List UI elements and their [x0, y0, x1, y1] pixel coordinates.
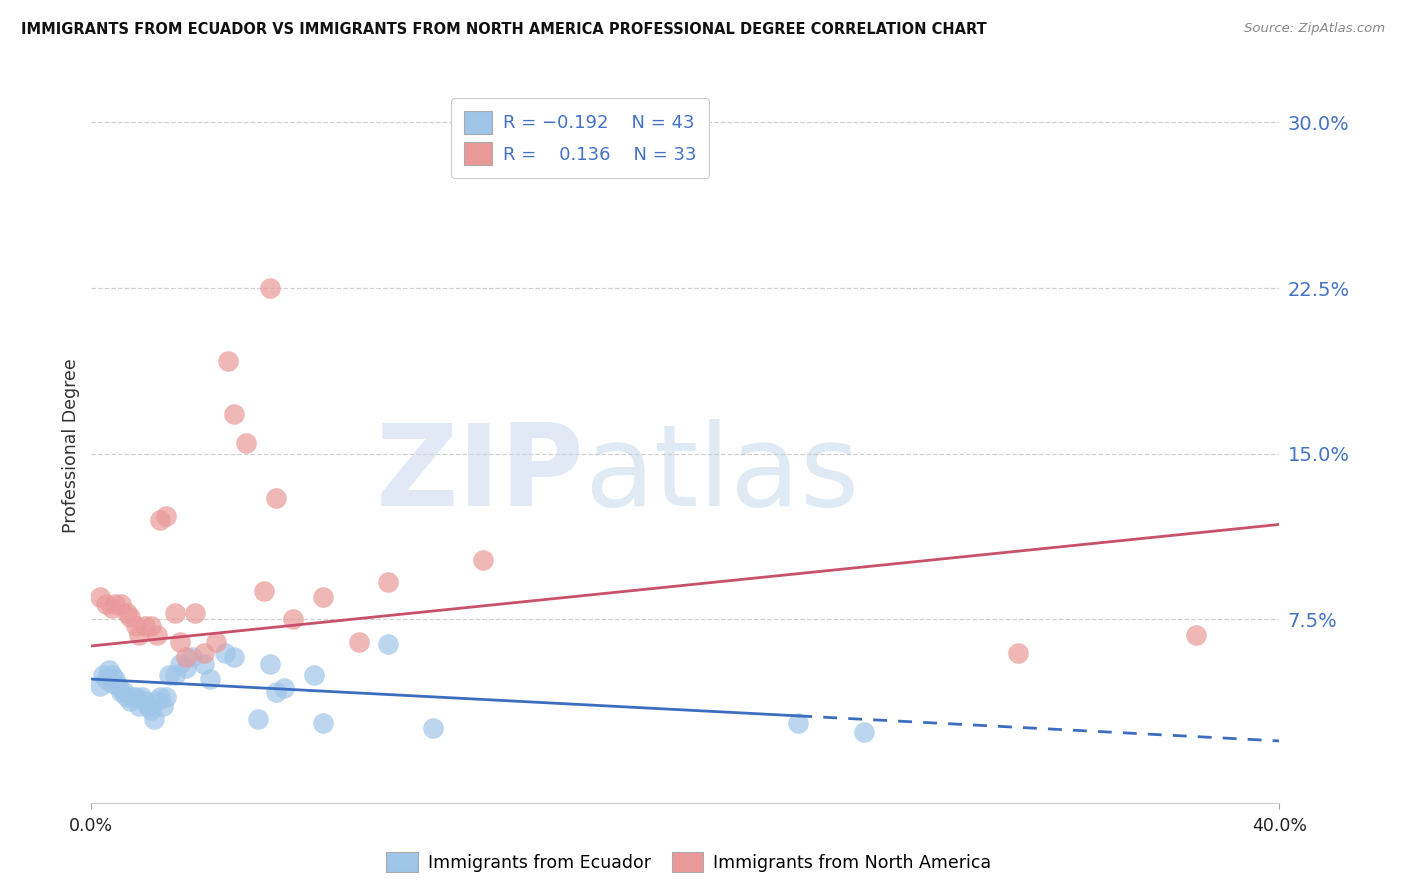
Text: Source: ZipAtlas.com: Source: ZipAtlas.com — [1244, 22, 1385, 36]
Point — [259, 281, 281, 295]
Point — [264, 685, 287, 699]
Point — [787, 716, 810, 731]
Point — [128, 628, 150, 642]
Point — [101, 667, 124, 681]
Point — [112, 685, 135, 699]
Text: atlas: atlas — [585, 419, 859, 530]
Point — [193, 646, 215, 660]
Point — [422, 721, 444, 735]
Point — [145, 694, 167, 708]
Point — [347, 634, 370, 648]
Text: ZIP: ZIP — [375, 419, 585, 530]
Point — [377, 574, 399, 589]
Point — [163, 667, 186, 681]
Point — [222, 650, 245, 665]
Point — [214, 646, 236, 660]
Point — [155, 690, 177, 704]
Point — [259, 657, 281, 671]
Point — [89, 679, 111, 693]
Point — [128, 698, 150, 713]
Point — [104, 597, 127, 611]
Point — [101, 676, 124, 690]
Point — [312, 716, 335, 731]
Point — [145, 628, 167, 642]
Point — [472, 553, 495, 567]
Legend: Immigrants from Ecuador, Immigrants from North America: Immigrants from Ecuador, Immigrants from… — [380, 845, 998, 879]
Point — [155, 508, 177, 523]
Point — [377, 637, 399, 651]
Point — [96, 672, 118, 686]
Point — [283, 612, 305, 626]
Point — [139, 703, 162, 717]
Point — [184, 606, 207, 620]
Point — [235, 435, 257, 450]
Point — [115, 606, 138, 620]
Point — [222, 407, 245, 421]
Point — [115, 690, 138, 704]
Point — [110, 685, 132, 699]
Point — [176, 661, 198, 675]
Point — [136, 698, 159, 713]
Point — [110, 597, 132, 611]
Point — [253, 583, 276, 598]
Point — [118, 610, 141, 624]
Point — [107, 679, 129, 693]
Y-axis label: Professional Degree: Professional Degree — [62, 359, 80, 533]
Point — [104, 672, 127, 686]
Point — [181, 650, 204, 665]
Point — [157, 667, 180, 681]
Point — [1007, 646, 1029, 660]
Point — [152, 698, 174, 713]
Point — [131, 690, 153, 704]
Point — [98, 663, 121, 677]
Point — [312, 591, 335, 605]
Text: IMMIGRANTS FROM ECUADOR VS IMMIGRANTS FROM NORTH AMERICA PROFESSIONAL DEGREE COR: IMMIGRANTS FROM ECUADOR VS IMMIGRANTS FR… — [21, 22, 987, 37]
Point — [149, 690, 172, 704]
Point — [217, 354, 239, 368]
Point — [205, 634, 228, 648]
Point — [149, 513, 172, 527]
Point — [176, 650, 198, 665]
Point — [193, 657, 215, 671]
Point — [1185, 628, 1208, 642]
Point — [91, 667, 114, 681]
Point — [264, 491, 287, 505]
Point — [852, 725, 875, 739]
Point — [125, 690, 148, 704]
Point — [163, 606, 186, 620]
Point — [273, 681, 295, 695]
Point — [139, 619, 162, 633]
Point — [125, 619, 148, 633]
Point — [134, 694, 156, 708]
Legend: R = −0.192    N = 43, R =    0.136    N = 33: R = −0.192 N = 43, R = 0.136 N = 33 — [451, 98, 710, 178]
Point — [96, 597, 118, 611]
Point — [302, 667, 325, 681]
Point — [118, 694, 141, 708]
Point — [169, 657, 191, 671]
Point — [200, 672, 222, 686]
Point — [142, 712, 165, 726]
Point — [89, 591, 111, 605]
Point — [246, 712, 269, 726]
Point — [169, 634, 191, 648]
Point — [122, 690, 145, 704]
Point — [134, 619, 156, 633]
Point — [101, 601, 124, 615]
